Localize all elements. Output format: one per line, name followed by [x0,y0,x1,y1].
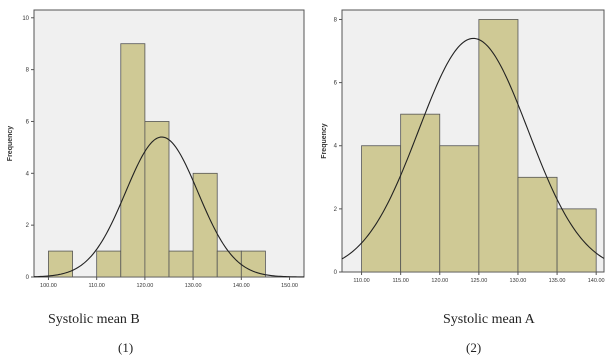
chart1-ytick-label: 4 [26,171,30,177]
chart2-xtick-label: 120.00 [431,278,448,284]
chart2-ytick-label: 8 [334,17,338,23]
chart-panel-2: 0 2 4 6 8 110.00 115.00 120.00 125.00 130.00 135.0… [321,9,605,284]
chart2-ytick-label: 6 [334,81,338,87]
chart2-normal-curve [341,37,605,260]
chart2-bar [439,145,480,273]
chart2-xtick-label: 140.00 [588,278,605,284]
chart1-ytick-label: 8 [26,68,30,74]
chart1-xtick-label: 140.00 [233,283,250,289]
chart2-xtick-label: 125.00 [470,278,487,284]
chart2-bar [400,113,441,273]
chart2-bar [517,176,558,273]
chart2-xtick-label: 135.00 [549,278,566,284]
chart1-xtick-label: 150.00 [281,283,298,289]
chart1-xtick-label: 130.00 [185,283,202,289]
chart1-panel-number: (1) [118,340,134,355]
chart2-xtick-label: 115.00 [392,278,408,284]
chart1-bar [96,250,122,278]
chart2-panel-number: (2) [466,340,482,355]
chart2-ytick-label: 0 [334,270,338,276]
chart-panel-1: 0 2 4 6 8 10 100.00 110.00 120.00 130.00 140.00 150… [7,9,305,289]
chart2-bar [556,208,597,273]
chart1-bar [48,250,73,278]
chart2-ytick-label: 2 [334,207,338,213]
chart1-bar [240,250,266,278]
chart1-ylabel: Frequency [7,126,14,162]
chart1-bar [168,250,194,278]
chart1-ytick-label: 2 [26,223,30,229]
chart1-xtick-label: 110.00 [88,283,104,289]
chart1-xlabel: Systolic mean B [48,312,140,327]
chart2-xtick-label: 130.00 [510,278,527,284]
chart1-xtick-label: 120.00 [136,283,153,289]
chart1-ytick-label: 6 [26,119,30,125]
chart1-normal-curve [33,136,305,278]
chart2-bar [478,19,519,273]
chart1-ytick-label: 10 [22,16,29,22]
chart2-bar [361,145,402,273]
chart2-ytick-label: 4 [334,144,338,150]
chart2-ylabel: Frequency [321,123,328,159]
chart1-bar [144,121,170,278]
chart2-xlabel: Systolic mean A [443,312,535,327]
chart2-xtick-label: 110.00 [353,278,369,284]
chart1-ytick-label: 0 [26,275,30,281]
chart1-bar [120,43,146,278]
chart1-xtick-label: 100.00 [40,283,57,289]
chart1-bar [216,250,242,278]
